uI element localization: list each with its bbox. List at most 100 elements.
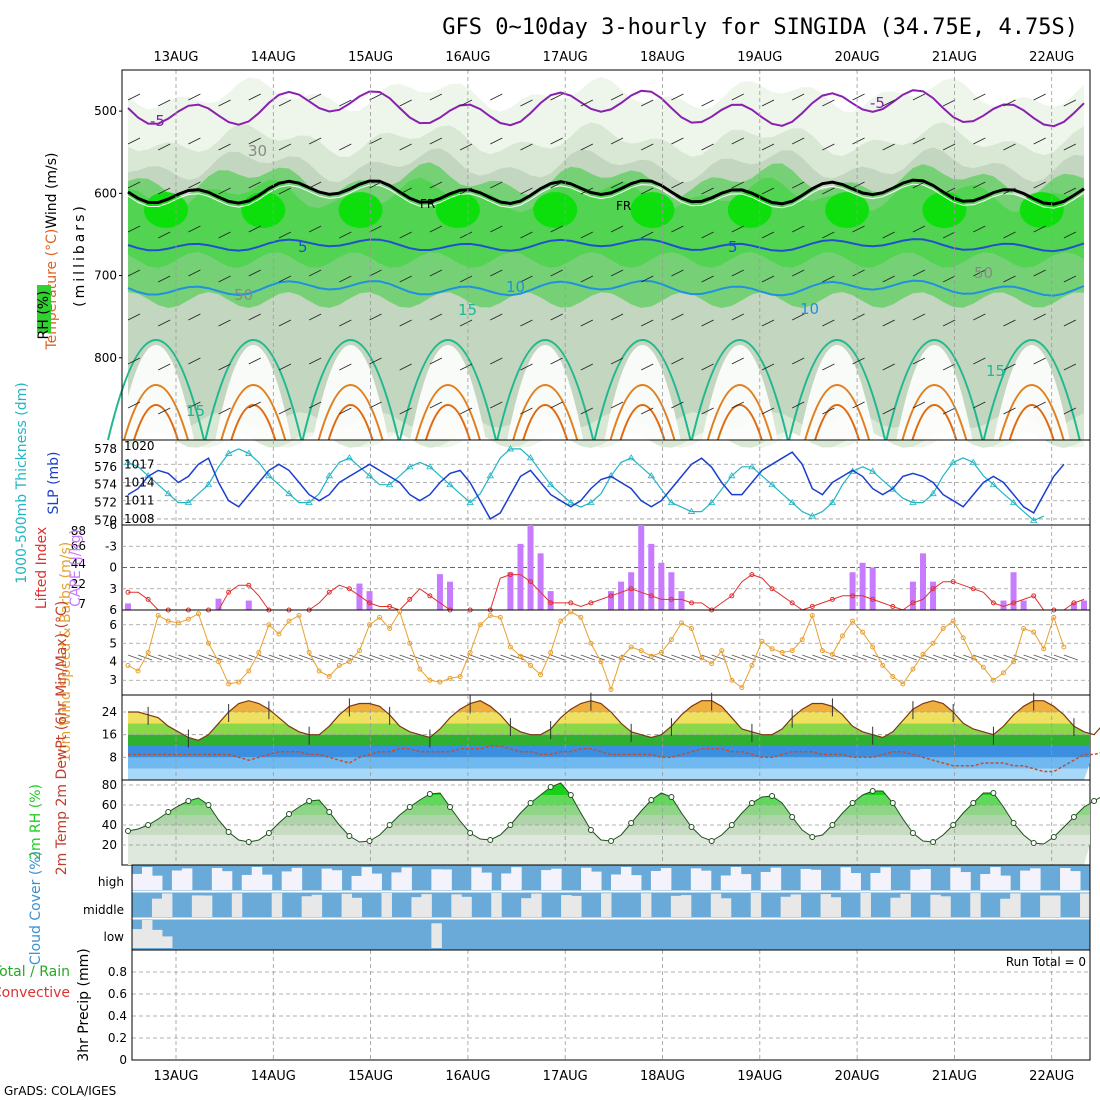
cloud-cell: [281, 871, 293, 890]
cape-bar: [919, 553, 926, 610]
wind-barb: [278, 363, 292, 371]
wind-barb: [792, 654, 807, 661]
lifted-index-point: [548, 600, 554, 606]
wind-barb: [641, 187, 654, 195]
isotherm-minus5: [127, 89, 1085, 128]
wind-barb: [459, 407, 473, 415]
isotherm-25: [327, 404, 374, 441]
rh-tick-label: 20: [102, 838, 117, 852]
wind-speed-point: [296, 613, 302, 619]
cloud-cover-panel: high middle low Cloud Cover (%): [28, 851, 1091, 965]
wind-barb: [1033, 93, 1046, 101]
thickness-point: [647, 472, 655, 479]
isotherm-25: [1008, 404, 1055, 441]
wind-barb: [1063, 654, 1079, 661]
wind-speed-point: [1011, 659, 1017, 665]
cloud-cell: [571, 895, 582, 917]
cloud-cell: [311, 894, 323, 917]
cape-bar: [1081, 600, 1087, 610]
temp-tick-label: 16: [102, 728, 117, 742]
wind-speed-point: [336, 662, 342, 668]
wind-barb: [761, 654, 777, 661]
cloud-cell: [141, 867, 153, 890]
wind-barb: [912, 269, 926, 277]
wind-barb: [520, 231, 533, 239]
wind-barb: [248, 137, 261, 145]
date-label-bottom: 15AUG: [348, 1069, 393, 1084]
thickness-point: [325, 472, 333, 479]
thickness-point: [164, 489, 172, 497]
wind-barb: [520, 407, 533, 415]
wind-speed-point: [387, 625, 393, 631]
thickness-point: [426, 463, 434, 470]
wind-barb: [188, 313, 201, 321]
cloud-cell: [910, 869, 921, 890]
cloud-cell: [591, 871, 602, 890]
wind-barb: [429, 93, 443, 101]
thickness-point: [627, 454, 635, 461]
wind-barb: [158, 275, 171, 283]
wind-barb: [610, 313, 624, 321]
thickness-point: [365, 472, 374, 479]
wind-barb: [520, 143, 533, 151]
wind-barb: [721, 654, 736, 661]
wind-speed-point: [1051, 614, 1057, 620]
rh-point: [245, 839, 252, 845]
wind-speed-point: [749, 662, 755, 668]
wind-speed-point: [648, 653, 654, 659]
lifted-index-point: [930, 586, 936, 592]
wind-barb: [218, 654, 233, 661]
cloud-cell: [441, 869, 452, 890]
precip-tick-label: 0: [119, 1053, 127, 1067]
wind-barb: [882, 231, 895, 239]
cloud-cell: [431, 923, 442, 948]
cloud-cell: [1050, 895, 1061, 917]
wind-barb: [459, 654, 475, 661]
wind-barb: [520, 363, 533, 371]
temp-band: [128, 712, 1090, 724]
wind-speed-point: [930, 640, 936, 646]
wind-barb: [791, 313, 805, 321]
cloud-cell: [341, 893, 353, 917]
lifted-tick-label: 0: [109, 561, 117, 575]
lifted-index-point: [809, 603, 815, 609]
wind-barb: [580, 654, 595, 661]
cloud-cell: [790, 894, 802, 917]
wind-barb: [701, 407, 714, 415]
wind-barb: [671, 225, 684, 233]
cape-bar: [909, 581, 916, 610]
wind-speed-point: [487, 613, 493, 619]
cape-bar: [608, 591, 615, 610]
wind-barb: [610, 181, 624, 189]
wind-barb: [942, 654, 958, 661]
wind-barb: [1013, 654, 1028, 661]
wind-barb: [912, 654, 928, 661]
isotherm-15: [398, 339, 497, 441]
cloud-cell: [531, 893, 542, 917]
wind-barb: [308, 93, 322, 101]
rh-point: [587, 827, 594, 833]
wind-speed-point: [850, 618, 856, 624]
cloud-cell: [601, 893, 612, 917]
wind-speed-point: [628, 644, 634, 650]
wind-barb: [973, 137, 986, 145]
wind-speed-point: [799, 637, 805, 643]
thickness-point: [285, 489, 293, 497]
lifted-index-point: [749, 572, 755, 578]
lifted-index-point: [950, 579, 956, 585]
cloud-cell: [990, 867, 1001, 890]
cloud-cell: [291, 867, 303, 890]
cloud-cell: [810, 869, 822, 890]
wind-speed-point: [668, 637, 674, 643]
lifted-index-point: [387, 603, 393, 609]
wind-barb: [1003, 407, 1016, 415]
cloud-row-label: high: [98, 875, 124, 889]
wind-barb: [258, 654, 273, 661]
wind-speed-point: [477, 622, 483, 628]
cloud-cell: [1060, 868, 1071, 890]
wind-barb: [942, 319, 956, 327]
wind-barb: [429, 357, 443, 365]
cloud-axis-label: Cloud Cover (%): [28, 851, 44, 965]
wind-barb: [822, 231, 835, 239]
wind-barb: [399, 231, 412, 239]
